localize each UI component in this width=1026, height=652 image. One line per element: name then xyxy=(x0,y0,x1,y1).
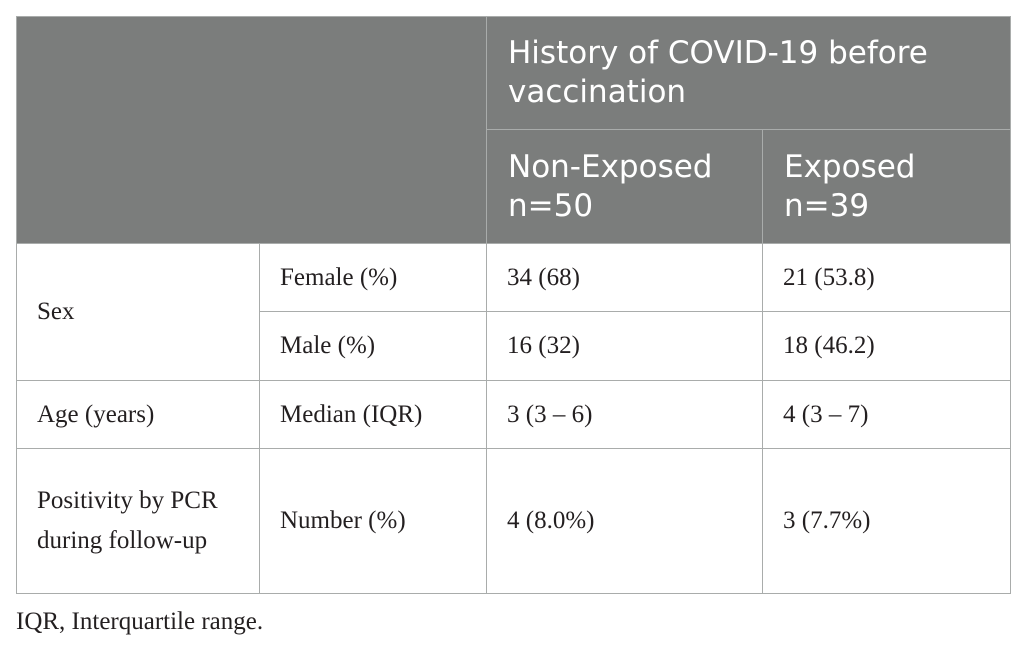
cell-exposed: 3 (7.7%) xyxy=(762,448,1011,594)
header-row-columns: Non-Exposed n=50 Exposed n=39 xyxy=(17,129,1011,244)
cell-exposed: 4 (3 – 7) xyxy=(762,380,1011,449)
table-footnote: IQR, Interquartile range. xyxy=(16,608,264,635)
table-row: Age (years) Median (IQR) 3 (3 – 6) 4 (3 … xyxy=(16,380,1011,449)
row-group-age: Age (years) xyxy=(16,380,260,449)
cell-exposed: 21 (53.8) xyxy=(762,243,1011,312)
cell-non-exposed: 3 (3 – 6) xyxy=(486,380,763,449)
table-body: Sex Female (%) 34 (68) 21 (53.8) Male (%… xyxy=(16,243,1011,594)
row-measure: Median (IQR) xyxy=(259,380,487,449)
header-row-group: History of COVID-19 before vaccination xyxy=(16,16,1011,244)
table-row: Male (%) 16 (32) 18 (46.2) xyxy=(17,311,1011,381)
table-row: Positivity by PCR during follow-up Numbe… xyxy=(16,448,1011,594)
header-exposed: Exposed n=39 xyxy=(762,129,1011,244)
table-header: History of COVID-19 before vaccination N… xyxy=(16,16,1011,244)
data-table: History of COVID-19 before vaccination N… xyxy=(16,16,1011,594)
header-non-exposed: Non-Exposed n=50 xyxy=(486,129,763,244)
row-group-sex: Sex xyxy=(16,243,260,381)
row-measure: Male (%) xyxy=(259,311,487,381)
table-row: Sex Female (%) 34 (68) 21 (53.8) xyxy=(16,243,1011,381)
row-measure: Number (%) xyxy=(259,448,487,594)
cell-non-exposed: 4 (8.0%) xyxy=(486,448,763,594)
header-group-label: History of COVID-19 before vaccination xyxy=(486,16,1011,130)
row-group-pcr: Positivity by PCR during follow-up xyxy=(16,448,260,594)
row-measure: Female (%) xyxy=(259,243,487,312)
header-blank-cell xyxy=(16,16,487,244)
cell-non-exposed: 16 (32) xyxy=(486,311,763,381)
cell-non-exposed: 34 (68) xyxy=(486,243,763,312)
cell-exposed: 18 (46.2) xyxy=(762,311,1011,381)
